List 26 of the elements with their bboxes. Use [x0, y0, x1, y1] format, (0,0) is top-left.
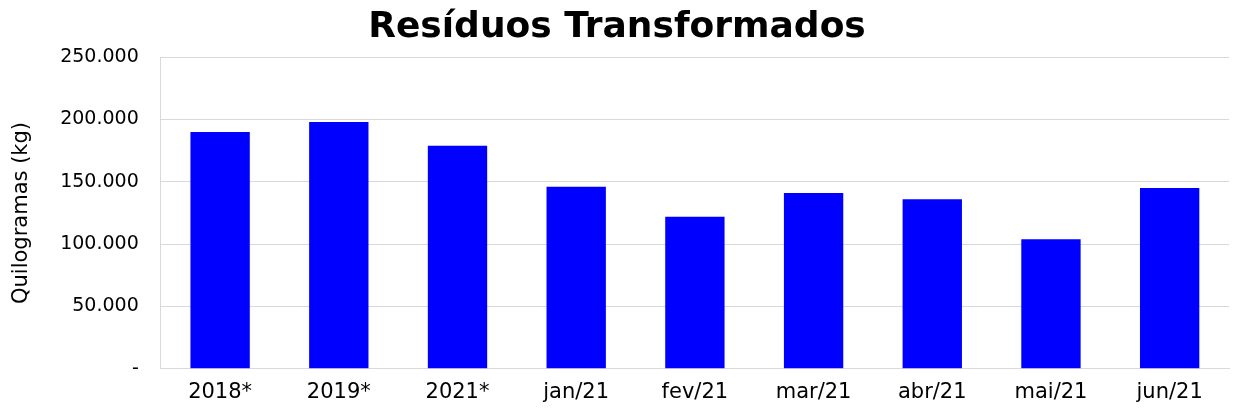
bar: [665, 216, 725, 369]
bar: [190, 131, 250, 369]
x-tick-label: jan/21: [542, 378, 610, 403]
bar: [1021, 239, 1081, 369]
y-tick-label: 250.000: [60, 44, 139, 67]
x-tick-label: mai/21: [1014, 378, 1088, 403]
bar: [546, 186, 606, 369]
chart-title: Resíduos Transformados: [368, 3, 866, 45]
x-tick-label: 2021*: [425, 378, 490, 403]
bar: [309, 122, 369, 369]
bar: [1139, 188, 1200, 369]
x-tick-label: mar/21: [775, 378, 852, 403]
x-tick-label: abr/21: [897, 378, 967, 403]
x-tick-label: fev/21: [661, 378, 729, 403]
x-tick-label: 2018*: [188, 378, 253, 403]
x-tick-label: 2019*: [306, 378, 371, 403]
y-tick-label: 200.000: [60, 106, 139, 129]
bar: [902, 199, 962, 369]
y-tick-label: 100.000: [60, 231, 139, 254]
y-tick-label: 50.000: [72, 293, 139, 316]
bar: [783, 193, 844, 369]
x-tick-label: jun/21: [1135, 378, 1203, 403]
bar: [427, 145, 488, 369]
y-tick-label: -: [131, 355, 139, 378]
y-tick-label: 150.000: [60, 168, 139, 191]
y-axis-title: Quilogramas (kg): [8, 121, 33, 305]
